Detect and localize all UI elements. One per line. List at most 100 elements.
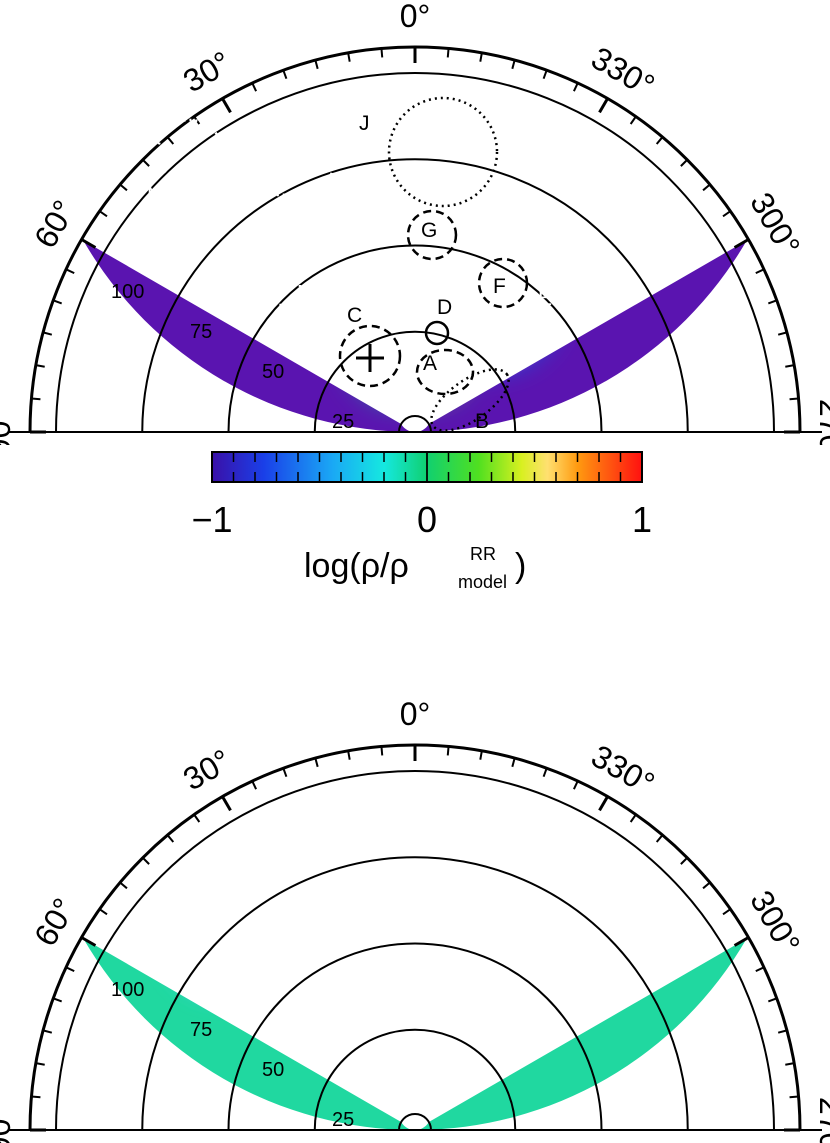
angle-tick [479,750,483,760]
heatmap-blob [304,240,422,348]
radius-ring-50 [227,942,603,1131]
angle-tick [777,1029,788,1034]
heatmap-blob [404,62,462,120]
angle-label: 300° [743,186,807,261]
angle-tick [221,795,232,812]
angle-tick [31,1095,41,1099]
colorbar-label: log(ρ/ρ RR model ) [304,544,526,592]
angle-tick [314,59,319,70]
angle-tick [65,966,75,973]
angle-label: 330° [585,40,660,104]
angle-tick [722,908,731,916]
region-label-h: H [232,278,247,301]
angle-tick [35,364,45,368]
angle-tick [733,238,750,249]
angle-tick [789,397,799,401]
angle-tick [755,966,765,973]
angle-label: 300° [743,884,807,959]
angle-tick [193,814,201,823]
bottom-polar-plot: 25 50 75 100 0° 30° 330° 60° 300° 90° 270° [0,698,830,1143]
region-label-m: M [147,184,165,207]
radius-label-75: 75 [190,321,212,343]
radius-ring-25 [313,330,517,433]
heatmap-blob [344,243,486,386]
angle-tick [598,97,609,114]
angle-tick [598,795,609,812]
colorbar-label-sup: RR [470,544,496,564]
radius-ring-75 [141,158,689,433]
angle-tick [119,183,128,192]
cross-marker [356,344,384,372]
region-h [258,263,302,307]
angle-label: 60° [27,194,82,254]
outer-arc [28,45,802,433]
angle-tick [99,210,108,218]
angle-tick [142,857,150,865]
region-e [500,304,544,348]
angle-tick [511,59,516,70]
angle-tick [446,48,450,58]
region-label-b: B [475,410,489,433]
radius-label-75: 75 [190,1019,212,1041]
angle-tick [282,767,288,778]
inner-hole [398,1113,432,1131]
radius-label-100: 100 [111,281,144,303]
colorbar-tick-max: 1 [632,499,652,540]
colorbar-label-sub: model [458,572,507,592]
angle-tick [347,52,351,62]
angle-tick [42,1029,53,1034]
angle-tick [777,331,788,336]
angle-tick [767,299,778,305]
angle-tick [655,136,664,145]
region-m [156,118,224,186]
radius-ring-100 [55,72,775,433]
angle-tick [166,136,175,145]
angle-label: 330° [585,738,660,802]
angle-tick [52,299,63,305]
region-label-k: K [287,120,301,143]
angle-label: 90° [0,1106,17,1143]
region-j [387,96,499,208]
angle-label: 60° [27,892,82,952]
region-i [578,241,622,285]
outer-arc [28,743,802,1131]
angle-tick [542,767,548,778]
angle-tick [42,331,53,336]
radius-ring-100 [55,770,775,1131]
angle-tick [282,69,288,80]
heatmap-blob [401,1060,429,1089]
angle-tick [572,82,579,92]
angle-tick [142,159,150,167]
region-g [406,209,458,261]
heatmap-blob [485,938,566,979]
radius-ring-50 [227,244,603,433]
heatmap-blob [482,759,582,859]
region-a [415,348,475,396]
region-label-d: D [437,296,452,319]
region-b [430,368,510,432]
angle-tick [31,397,41,401]
angle-tick [380,746,384,756]
colorbar-tick-min: −1 [191,499,232,540]
region-label-i: I [617,228,623,251]
angle-tick [80,936,97,947]
angle-tick [572,780,579,790]
angle-tick [119,881,128,890]
radius-ring-25 [313,1028,517,1131]
region-c [338,324,402,388]
colorbar-ticks [232,452,622,482]
heatmap-blob [290,240,540,302]
radius-ring-75 [141,856,689,1131]
angle-tick [785,364,795,368]
angle-tick [52,997,63,1003]
angle-tick [655,834,664,843]
region-label-f: F [493,275,506,298]
region-label-e: E [538,287,552,310]
angle-tick [99,908,108,916]
region-k [221,137,335,197]
angle-tick [702,183,711,192]
angle-tick [789,1095,799,1099]
angle-tick [35,1062,45,1066]
region-label-a: A [423,352,437,375]
angle-tick [80,238,97,249]
